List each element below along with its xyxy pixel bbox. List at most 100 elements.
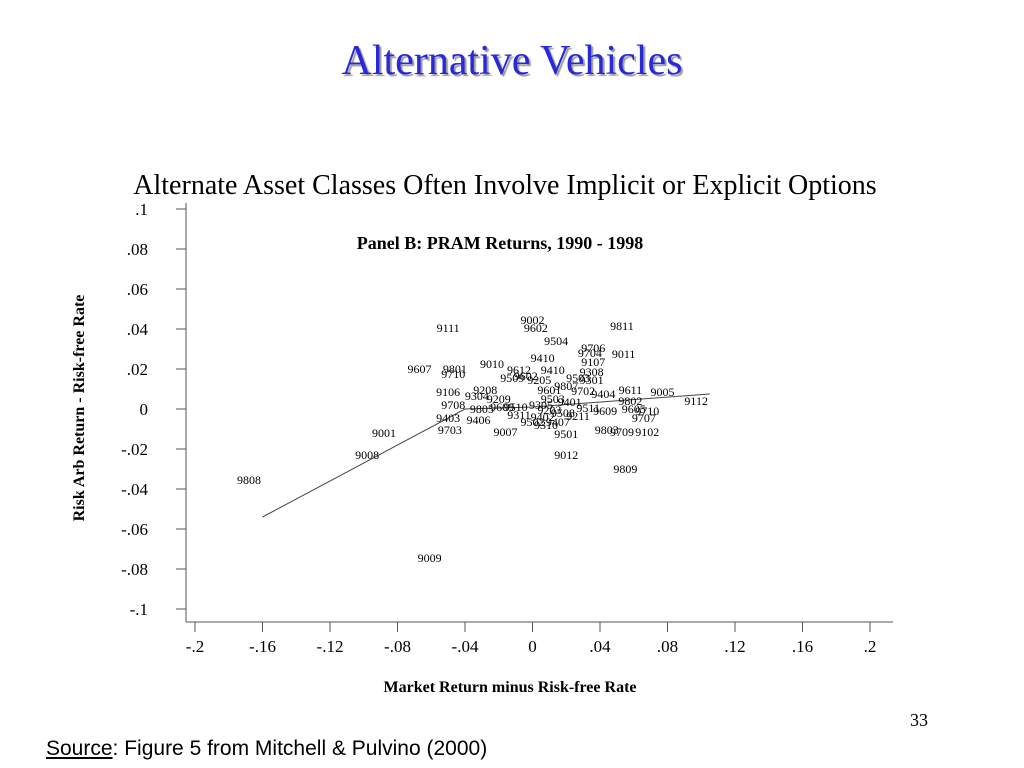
data-point-label: 9102: [635, 425, 659, 439]
x-tick-label: -.08: [384, 637, 411, 656]
data-point-label: 9410: [541, 363, 565, 377]
chart-title: Panel B: PRAM Returns, 1990 - 1998: [357, 233, 643, 253]
data-point-label: 9112: [684, 394, 708, 408]
data-point-label: 9602: [514, 369, 538, 383]
y-tick-label: .04: [127, 320, 149, 339]
y-axis-title: Risk Arb Return - Risk-free Rate: [71, 295, 88, 522]
data-point-label: 9002: [521, 313, 545, 327]
y-tick-label: .02: [127, 360, 148, 379]
data-point-label: 9809: [613, 462, 637, 476]
data-point-label: 9301: [580, 373, 604, 387]
chart-axes: .1 .08 .06 .04 .02 0 -.02 -.04 -.06 -.08 -.1 -.2 -.1…: [121, 200, 893, 656]
data-point-label: 9008: [355, 448, 379, 462]
data-point-label: 9503: [566, 371, 590, 385]
data-point-label: 9311: [507, 408, 531, 422]
data-point-label: 9203: [537, 403, 561, 417]
data-point-label: 9710: [635, 404, 659, 418]
data-point-label: 9704: [578, 346, 602, 360]
data-point-label: 9602: [524, 321, 548, 335]
data-point-label: 9508: [551, 406, 575, 420]
y-tick-label: -.04: [121, 480, 148, 499]
data-point-label: 9802: [618, 394, 642, 408]
data-point-label: 9605: [622, 402, 646, 416]
data-point-label: 9211: [566, 409, 590, 423]
data-point-label: 9503: [541, 392, 565, 406]
data-point-label: 9708: [441, 398, 465, 412]
data-point-label: 9702: [571, 384, 595, 398]
slide-subtitle: Alternate Asset Classes Often Involve Im…: [133, 170, 877, 201]
data-point-label: 9811: [610, 319, 634, 333]
y-tick-label: .08: [127, 240, 148, 259]
x-tick-label: .12: [724, 637, 745, 656]
data-point-label: 9501: [554, 427, 578, 441]
x-axis-title: Market Return minus Risk-free Rate: [384, 679, 637, 696]
y-tick-label: .06: [127, 280, 148, 299]
data-point-label: 9502: [521, 415, 545, 429]
x-tick-label: .04: [589, 637, 611, 656]
x-tick-label: -.04: [452, 637, 479, 656]
y-tick-label: -.02: [121, 440, 148, 459]
data-point-label: 9310: [534, 418, 558, 432]
data-point-label: 9803: [595, 423, 619, 437]
y-tick-label: .1: [135, 200, 148, 219]
data-point-label: 9208: [473, 383, 497, 397]
data-point-label: 9808: [237, 473, 261, 487]
data-point-label: 9001: [372, 426, 396, 440]
data-point-label: 9403: [436, 411, 460, 425]
y-tick-label: -.06: [121, 520, 148, 539]
data-point-label: 9703: [438, 423, 462, 437]
data-point-label: 9607: [407, 362, 431, 376]
data-point-label: 9111: [437, 321, 460, 335]
data-point-label: 9106: [436, 385, 460, 399]
data-point-label: 9012: [554, 448, 578, 462]
data-point-label: 9805: [470, 402, 494, 416]
data-point-label: 9609: [490, 400, 514, 414]
data-point-label: 9209: [487, 392, 511, 406]
data-point-label: 9510: [504, 400, 528, 414]
slide-title: Alternative Vehicles: [341, 38, 683, 84]
x-tick-label: .08: [657, 637, 678, 656]
data-point-label: 9308: [580, 365, 604, 379]
data-point-label: 9305: [529, 398, 553, 412]
data-point-label: 9009: [418, 551, 442, 565]
data-point-label: 9801: [443, 362, 467, 376]
data-point-label: 9407: [546, 415, 570, 429]
y-tick-label: -.1: [130, 600, 148, 619]
data-point-label: 9005: [650, 385, 674, 399]
data-point-label: 9205: [527, 373, 551, 387]
data-point-label: 9511: [576, 401, 600, 415]
source-label: Source: [46, 737, 113, 760]
data-point-label: 9406: [467, 413, 491, 427]
x-tick-label: -.16: [249, 637, 276, 656]
x-tick-label: .2: [864, 637, 877, 656]
data-point-label: 9609: [593, 404, 617, 418]
x-tick-label: -.2: [186, 637, 204, 656]
data-point-label: 9107: [581, 355, 605, 369]
data-point-label: 9707: [632, 411, 656, 425]
fit-line-path: [262, 393, 710, 518]
data-point-label: 9007: [494, 425, 518, 439]
data-point-label: 9611: [619, 383, 643, 397]
data-point-label: 9612: [507, 363, 531, 377]
data-point-label: 9706: [581, 341, 605, 355]
fit-line: [262, 393, 710, 518]
y-tick-label: 0: [140, 400, 149, 419]
data-point-label: 9010: [480, 357, 504, 371]
data-point-label: 9410: [531, 351, 555, 365]
data-point-label: 9402: [531, 410, 555, 424]
data-point-label: 9504: [544, 334, 568, 348]
data-point-label: 9401: [558, 395, 582, 409]
data-point-label: 9404: [591, 387, 615, 401]
page-number: 33: [910, 710, 928, 730]
source-citation: Source: Figure 5 from Mitchell & Pulvino…: [46, 737, 487, 761]
data-point-label: 9304: [465, 389, 489, 403]
y-tick-label: -.08: [121, 560, 148, 579]
data-point-label: 9509: [500, 371, 524, 385]
data-point-label: 9601: [537, 383, 561, 397]
x-tick-label: 0: [528, 637, 537, 656]
x-tick-label: -.12: [317, 637, 344, 656]
data-point-label: 9710: [441, 367, 465, 381]
x-tick-label: .16: [792, 637, 813, 656]
